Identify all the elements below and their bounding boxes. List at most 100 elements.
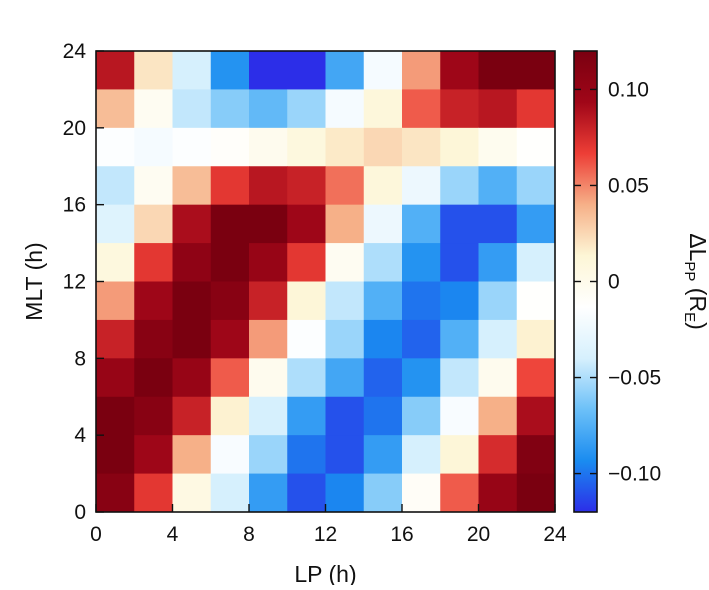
heatmap-cell [440, 473, 479, 513]
heatmap-cell [249, 89, 288, 129]
heatmap-cell [402, 473, 441, 513]
x-tick-label: 16 [390, 523, 413, 546]
heatmap-cell [249, 127, 288, 167]
heatmap-cell [478, 473, 518, 513]
heatmap-cell [363, 51, 403, 90]
heatmap-cell [210, 243, 250, 282]
heatmap-cell [325, 89, 365, 129]
heatmap-cell [134, 281, 173, 321]
heatmap-cell [402, 204, 441, 244]
y-axis-label: MLT (h) [21, 242, 47, 320]
heatmap-cell [210, 473, 250, 513]
heatmap-cell [134, 166, 173, 206]
heatmap-cell [516, 204, 556, 244]
heatmap-cell [172, 435, 212, 475]
heatmap-cell [516, 51, 556, 90]
heatmap-cell [249, 281, 288, 321]
heatmap-cell [172, 89, 212, 129]
heatmap-cell [402, 396, 441, 436]
heatmap-cell [96, 435, 135, 475]
heatmap-cell [478, 243, 518, 282]
heatmap-cell [96, 473, 135, 513]
heatmap-cell [363, 281, 403, 321]
heatmap-cell [210, 89, 250, 129]
colorbar-unit-open: (R [685, 281, 709, 312]
heatmap-cell [172, 127, 212, 167]
heatmap-cell [172, 243, 212, 282]
x-tick-label: 12 [314, 523, 337, 546]
heatmap-cell [325, 319, 365, 359]
heatmap-cell [363, 473, 403, 513]
heatmap-cell [210, 51, 250, 90]
heatmap-cell [440, 166, 479, 206]
heatmap-cell [210, 396, 250, 436]
heatmap-cell [287, 243, 326, 282]
heatmap-cell [210, 204, 250, 244]
heatmap-cell [440, 89, 479, 129]
y-tick-label: 0 [74, 501, 86, 524]
heatmap-cell [402, 51, 441, 90]
heatmap-cell [172, 166, 212, 206]
heatmap-cell [363, 204, 403, 244]
heatmap-cell [249, 319, 288, 359]
heatmap-cell [325, 51, 365, 90]
heatmap-cell [134, 51, 173, 90]
heatmap-cell [287, 204, 326, 244]
heatmap-cell [249, 166, 288, 206]
heatmap-cell [96, 89, 135, 129]
heatmap-cell [478, 51, 518, 90]
heatmap-cell [249, 358, 288, 398]
heatmap-cell [96, 319, 135, 359]
heatmap-cell [96, 281, 135, 321]
colorbar-tick-label: 0 [608, 271, 620, 294]
heatmap-cell [363, 435, 403, 475]
heatmap-cell [440, 127, 479, 167]
y-axis: 0 4 8 12 16 20 24 [63, 40, 104, 524]
heatmap-cell [516, 89, 556, 129]
x-tick-label: 4 [167, 523, 179, 546]
heatmap-cell [249, 435, 288, 475]
heatmap-cell [478, 204, 518, 244]
heatmap-cell [96, 204, 135, 244]
colorbar-unit-close: ) [685, 322, 709, 330]
colorbar: 0.10 0.05 0 −0.05 −0.10 [573, 50, 661, 513]
heatmap-cell [402, 243, 441, 282]
heatmap-cell [325, 358, 365, 398]
heatmap-cell [516, 473, 556, 513]
heatmap-cell [172, 204, 212, 244]
heatmap-cell [287, 51, 326, 90]
heatmap-cell [363, 319, 403, 359]
heatmap-cell [516, 396, 556, 436]
heatmap-cell [440, 319, 479, 359]
heatmap-cell [287, 166, 326, 206]
heatmap-cell [210, 319, 250, 359]
heatmap-cell [402, 358, 441, 398]
heatmap-cell [325, 473, 365, 513]
heatmap-cell [516, 281, 556, 321]
y-tick-label: 12 [63, 271, 86, 294]
heatmap-cell [440, 435, 479, 475]
heatmap-cell [325, 243, 365, 282]
heatmap-cell [516, 166, 556, 206]
heatmap-cell [478, 319, 518, 359]
heatmap-cell [210, 166, 250, 206]
heatmap-cell [402, 319, 441, 359]
heatmap-cell [249, 473, 288, 513]
x-axis-label: LP (h) [294, 561, 356, 585]
heatmap-cell [287, 435, 326, 475]
heatmap-cell [516, 435, 556, 475]
heatmap-cell [325, 281, 365, 321]
heatmap-cell [402, 435, 441, 475]
heatmap-cell [96, 243, 135, 282]
heatmap-cell [134, 358, 173, 398]
heatmap-cell [363, 166, 403, 206]
heatmap-cell [363, 127, 403, 167]
heatmap-cell [325, 166, 365, 206]
heatmap-cell [478, 127, 518, 167]
heatmap-cell [516, 358, 556, 398]
heatmap-cell [325, 127, 365, 167]
x-tick-label: 20 [467, 523, 490, 546]
heatmap-cell [402, 127, 441, 167]
heatmap-cell [96, 166, 135, 206]
heatmap-cell [249, 51, 288, 90]
